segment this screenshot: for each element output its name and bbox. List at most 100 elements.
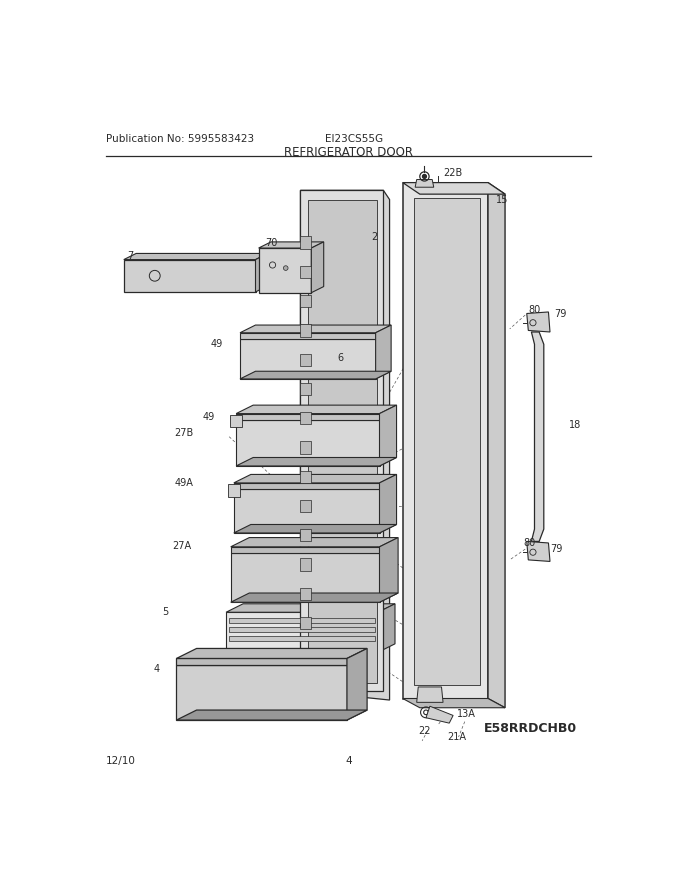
Text: 22: 22 — [418, 726, 430, 736]
Polygon shape — [527, 312, 550, 332]
Polygon shape — [240, 325, 391, 333]
Polygon shape — [239, 454, 394, 463]
Polygon shape — [176, 649, 367, 658]
Polygon shape — [258, 242, 324, 248]
Polygon shape — [301, 500, 311, 512]
Polygon shape — [301, 383, 311, 395]
Polygon shape — [226, 604, 395, 612]
Text: 49: 49 — [203, 412, 215, 422]
Text: 4: 4 — [153, 664, 159, 674]
Polygon shape — [176, 664, 347, 720]
Text: 6: 6 — [338, 353, 344, 363]
Polygon shape — [301, 266, 311, 278]
Polygon shape — [237, 521, 394, 530]
Text: EI23CS55G: EI23CS55G — [325, 134, 384, 144]
Polygon shape — [379, 474, 396, 533]
Text: Publication No: 5995583423: Publication No: 5995583423 — [106, 134, 254, 144]
Text: 27B: 27B — [174, 428, 193, 438]
Polygon shape — [240, 339, 375, 379]
Polygon shape — [229, 627, 375, 632]
Polygon shape — [379, 538, 398, 602]
Polygon shape — [236, 414, 379, 420]
Polygon shape — [375, 325, 391, 379]
Polygon shape — [415, 180, 434, 187]
Polygon shape — [403, 182, 488, 699]
Polygon shape — [236, 458, 396, 466]
Text: 49: 49 — [211, 340, 223, 349]
Polygon shape — [229, 619, 375, 623]
Text: 49A: 49A — [175, 478, 194, 488]
Text: 2: 2 — [372, 231, 378, 241]
Polygon shape — [231, 546, 379, 553]
Text: 7: 7 — [127, 251, 133, 260]
Polygon shape — [301, 529, 311, 541]
Polygon shape — [234, 524, 396, 533]
Polygon shape — [413, 198, 480, 685]
Polygon shape — [124, 260, 256, 292]
Text: 79: 79 — [555, 309, 567, 319]
Polygon shape — [403, 699, 505, 708]
Polygon shape — [234, 489, 379, 533]
Polygon shape — [236, 405, 396, 414]
Polygon shape — [301, 190, 390, 700]
Polygon shape — [228, 484, 240, 496]
Text: 27A: 27A — [172, 541, 191, 551]
Polygon shape — [301, 588, 311, 600]
Text: E58RRDCHB0: E58RRDCHB0 — [484, 722, 577, 736]
Polygon shape — [256, 253, 268, 292]
Text: 12/10: 12/10 — [106, 756, 136, 766]
Polygon shape — [231, 593, 398, 602]
Text: 79: 79 — [550, 544, 562, 554]
Polygon shape — [258, 248, 311, 293]
Text: 80: 80 — [524, 538, 536, 548]
Circle shape — [422, 174, 426, 179]
Polygon shape — [403, 182, 505, 194]
Polygon shape — [301, 325, 311, 336]
Text: 70: 70 — [266, 238, 278, 247]
Polygon shape — [301, 471, 311, 483]
Polygon shape — [308, 200, 377, 683]
Polygon shape — [311, 242, 324, 293]
Text: REFRIGERATOR DOOR: REFRIGERATOR DOOR — [284, 145, 413, 158]
Text: 15: 15 — [496, 194, 508, 204]
Polygon shape — [176, 710, 367, 720]
Polygon shape — [301, 558, 311, 571]
Polygon shape — [234, 590, 395, 599]
Polygon shape — [240, 371, 391, 379]
Text: 80: 80 — [528, 304, 541, 315]
Text: 22B: 22B — [443, 168, 462, 179]
Polygon shape — [230, 415, 242, 428]
Polygon shape — [243, 368, 388, 376]
Polygon shape — [488, 182, 505, 708]
Polygon shape — [226, 612, 378, 652]
Text: 21A: 21A — [447, 732, 466, 742]
Polygon shape — [176, 658, 347, 664]
Text: 18: 18 — [569, 420, 581, 430]
Polygon shape — [301, 354, 311, 366]
Polygon shape — [417, 687, 443, 702]
Polygon shape — [301, 617, 311, 629]
Polygon shape — [229, 636, 375, 641]
Text: 5: 5 — [163, 607, 169, 617]
Polygon shape — [531, 332, 544, 541]
Polygon shape — [347, 649, 367, 720]
Polygon shape — [378, 604, 395, 652]
Polygon shape — [231, 553, 379, 602]
Polygon shape — [180, 707, 364, 717]
Text: 13A: 13A — [457, 709, 476, 719]
Polygon shape — [301, 190, 384, 691]
Text: 4: 4 — [345, 756, 352, 766]
Polygon shape — [124, 253, 268, 260]
Polygon shape — [234, 483, 379, 489]
Polygon shape — [231, 538, 398, 546]
Polygon shape — [301, 412, 311, 424]
Circle shape — [284, 266, 288, 270]
Polygon shape — [527, 541, 550, 561]
Polygon shape — [301, 442, 311, 454]
Polygon shape — [379, 405, 396, 466]
Polygon shape — [234, 474, 396, 483]
Polygon shape — [236, 420, 379, 466]
Polygon shape — [240, 333, 375, 339]
Polygon shape — [426, 707, 453, 723]
Polygon shape — [301, 237, 311, 249]
